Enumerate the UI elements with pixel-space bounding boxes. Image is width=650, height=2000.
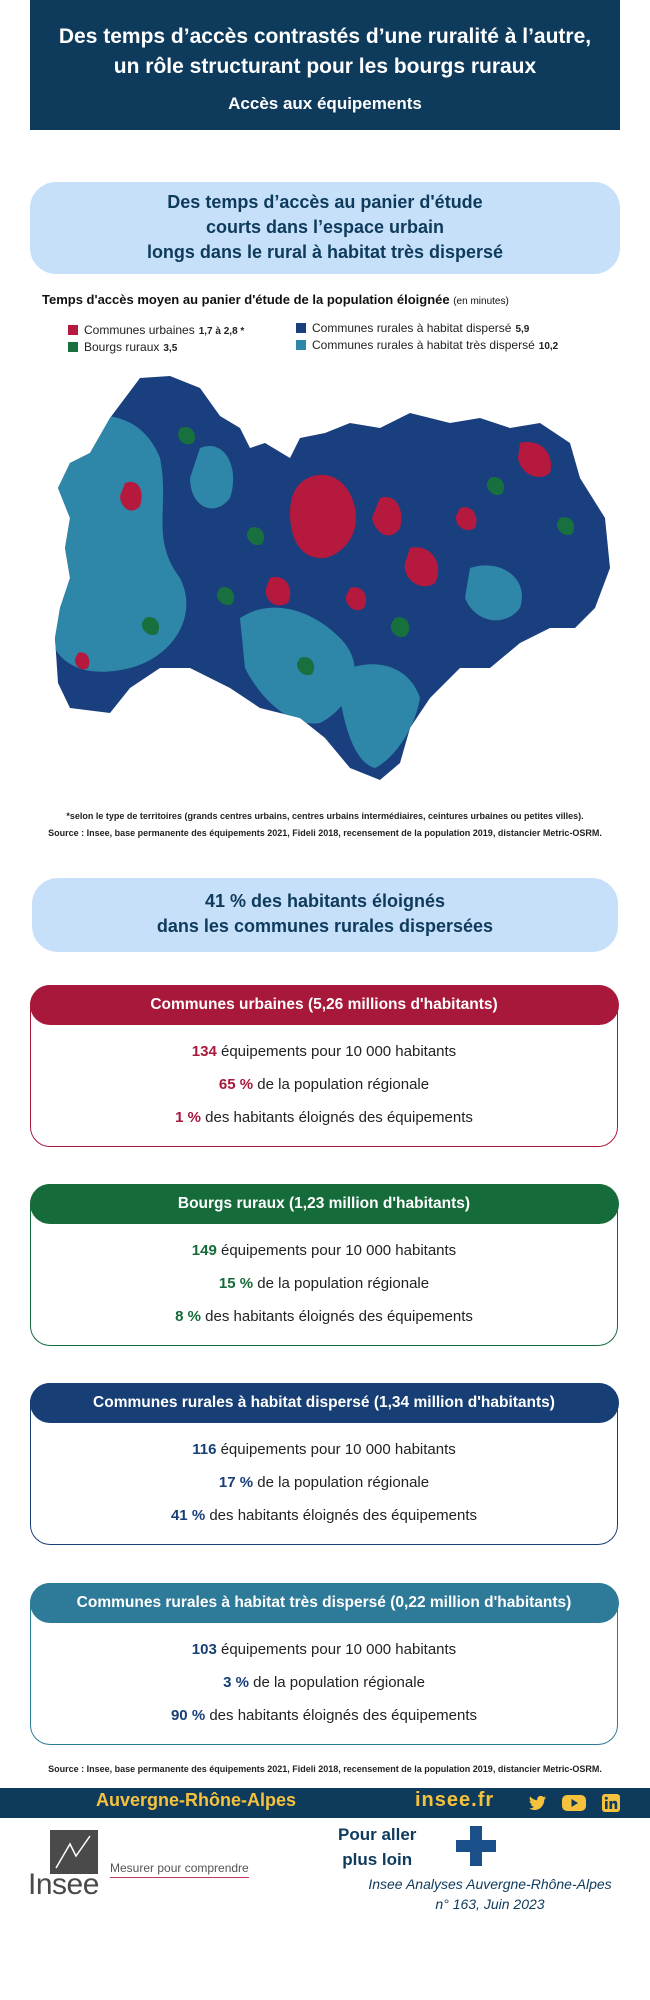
zone-urbaine <box>455 507 477 531</box>
legend-item-urbaines: Communes urbaines 1,7 à 2,8 * <box>68 323 244 337</box>
zone-urbaine <box>372 497 402 536</box>
card-stat-population: 15 % de la population régionale <box>218 1275 430 1292</box>
zone-bourg <box>556 517 575 536</box>
card-stat-eloignes: 1 % des habitants éloignés des équipemen… <box>175 1109 473 1126</box>
insee-logo-text: Insee <box>28 1868 99 1901</box>
zone-tres-disperse <box>340 664 420 768</box>
zone-bourg <box>246 527 265 546</box>
card-stat-population: 65 % de la population régionale <box>218 1076 430 1093</box>
plus-icon[interactable] <box>456 1826 496 1866</box>
zone-bourg <box>296 657 315 676</box>
legend-swatch <box>68 342 78 352</box>
page-header: Des temps d’accès contrastés d’une rural… <box>30 0 620 130</box>
card-stat-equipements: 116 équipements pour 10 000 habitants <box>192 1441 456 1458</box>
card-stat-population: 3 % de la population régionale <box>223 1674 425 1691</box>
section1-line2: courts dans l’espace urbain <box>205 217 445 237</box>
section1-line3: longs dans le rural à habitat très dispe… <box>146 242 504 262</box>
more-link[interactable]: Pour aller plus loin <box>338 1825 417 1869</box>
zone-urbaine <box>518 442 551 478</box>
map-footnote: *selon le type de territoires (grands ce… <box>66 811 584 821</box>
map-source: Source : Insee, base permanente des équi… <box>48 828 602 838</box>
footer-site-link[interactable]: insee.fr <box>415 1789 495 1811</box>
card-stat-eloignes: 41 % des habitants éloignés des équipeme… <box>170 1507 478 1524</box>
card-stat-equipements: 103 équipements pour 10 000 habitants <box>191 1641 457 1658</box>
card-stat-equipements: 149 équipements pour 10 000 habitants <box>191 1242 457 1259</box>
youtube-icon[interactable] <box>562 1794 586 1812</box>
region-map <box>55 376 610 780</box>
zone-tres-disperse <box>55 415 187 672</box>
legend-item-tres-disperse: Communes rurales à habitat très dispersé… <box>296 338 558 352</box>
legend-item-bourgs: Bourgs ruraux 3,5 <box>68 340 177 354</box>
section1-banner: Des temps d’accès au panier d'étude cour… <box>30 182 620 274</box>
legend-swatch <box>68 325 78 335</box>
map-unit: (en minutes) <box>453 296 509 307</box>
zone-urbaine <box>120 481 142 511</box>
card-stat-eloignes: 8 % des habitants éloignés des équipemen… <box>175 1308 473 1325</box>
zone-urbaine <box>345 587 367 611</box>
card-title: Bourgs ruraux (1,23 million d'habitants) <box>29 1183 619 1224</box>
insee-tagline: Mesurer pour comprendre <box>110 1861 249 1878</box>
zone-tres-disperse <box>465 565 522 621</box>
card-title: Communes urbaines (5,26 millions d'habit… <box>29 984 619 1025</box>
card-rurales-disperse: Communes rurales à habitat dispersé (1,3… <box>29 1382 619 1545</box>
zone-bourg <box>178 426 196 445</box>
card-stat-population: 17 % de la population régionale <box>218 1474 430 1491</box>
zone-bourg <box>486 477 505 496</box>
twitter-icon[interactable] <box>529 1794 547 1812</box>
card-title: Communes rurales à habitat très dispersé… <box>29 1582 619 1623</box>
map-title: Temps d'accès moyen au panier d'étude de… <box>42 292 509 307</box>
bottom-source: Source : Insee, base permanente des équi… <box>48 1764 602 1774</box>
section2-line1: 41 % des habitants éloignés <box>204 891 446 911</box>
zone-bourg <box>216 587 235 606</box>
legend-item-disperse: Communes rurales à habitat dispersé 5,9 <box>296 321 529 335</box>
page-title-line1: Des temps d’accès contrastés d’une rural… <box>58 25 592 48</box>
section2-line2: dans les communes rurales dispersées <box>156 916 494 936</box>
insee-logo-icon <box>50 1830 98 1874</box>
zone-tres-disperse <box>190 446 234 509</box>
legend-swatch <box>296 323 306 333</box>
zone-tres-disperse <box>75 565 113 611</box>
zone-bourg <box>390 617 410 637</box>
legend-swatch <box>296 340 306 350</box>
card-rurales-tres-disperse: Communes rurales à habitat très dispersé… <box>29 1582 619 1745</box>
page-subtitle: Accès aux équipements <box>228 94 422 113</box>
zone-urbaine <box>404 547 439 587</box>
page-title-line2: un rôle structurant pour les bourgs rura… <box>113 55 537 78</box>
card-bourgs-ruraux: Bourgs ruraux (1,23 million d'habitants)… <box>29 1183 619 1346</box>
zone-urbaine <box>74 652 90 670</box>
zone-urbaine <box>290 474 356 559</box>
card-communes-urbaines: Communes urbaines (5,26 millions d'habit… <box>29 984 619 1147</box>
card-stat-equipements: 134 équipements pour 10 000 habitants <box>191 1043 457 1060</box>
section2-banner: 41 % des habitants éloignés dans les com… <box>32 878 618 952</box>
section1-line1: Des temps d’accès au panier d'étude <box>167 192 483 212</box>
publication-reference: Insee Analyses Auvergne-Rhône-Alpes n° 1… <box>368 1876 612 1912</box>
linkedin-icon[interactable] <box>602 1794 620 1812</box>
card-stat-eloignes: 90 % des habitants éloignés des équipeme… <box>170 1707 478 1724</box>
footer-region: Auvergne-Rhône-Alpes <box>96 1790 297 1810</box>
zone-bourg <box>141 617 160 636</box>
card-title: Communes rurales à habitat dispersé (1,3… <box>29 1382 619 1423</box>
zone-urbaine <box>265 577 291 606</box>
